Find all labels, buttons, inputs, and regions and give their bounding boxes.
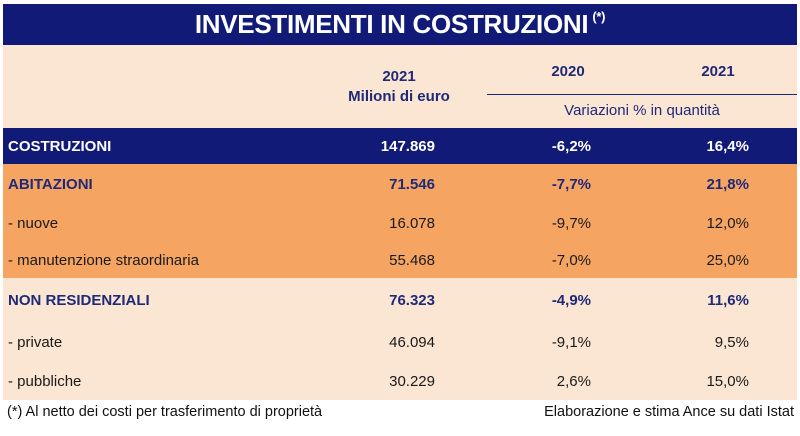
table-header: 2021 Milioni di euro 2020 2021 Variazion… <box>3 45 797 128</box>
value-2021: 46.094 <box>389 333 435 351</box>
var-2021: 25,0% <box>706 251 749 269</box>
title-footnote-marker: (*) <box>592 9 606 24</box>
row-label: - nuove <box>8 214 59 232</box>
row-label: - manutenzione straordinaria <box>8 251 199 269</box>
value-2021: 55.468 <box>389 251 435 269</box>
var-2021: 11,6% <box>707 291 749 309</box>
table-row: ABITAZIONI 71.546 -7,7% 21,8% <box>3 164 797 204</box>
table-row: - manutenzione straordinaria 55.468 -7,0… <box>3 242 797 278</box>
table-row: - private 46.094 -9,1% 9,5% <box>3 322 797 362</box>
source-note: Elaborazione e stima Ance su dati Istat <box>544 404 794 420</box>
var-2020: 2,6% <box>556 372 591 390</box>
row-label: COSTRUZIONI <box>8 137 112 155</box>
variations-label: Variazioni % in quantità <box>564 102 720 119</box>
var-2021: 21,8% <box>706 175 749 193</box>
col-2021-value-header: 2021 Milioni di euro <box>319 67 479 107</box>
var-2020: -7,7% <box>551 175 591 193</box>
table-title: INVESTIMENTI IN COSTRUZIONI (*) <box>3 4 797 45</box>
title-text: INVESTIMENTI IN COSTRUZIONI <box>194 9 589 39</box>
header-divider <box>487 94 797 95</box>
var-2020: -7,0% <box>551 251 591 269</box>
table-row: - pubbliche 30.229 2,6% 15,0% <box>3 362 797 400</box>
var-2020: -4,9% <box>551 291 591 309</box>
value-2021: 147.869 <box>380 137 435 155</box>
table-row: - nuove 16.078 -9,7% 12,0% <box>3 204 797 242</box>
row-label: - private <box>8 333 63 351</box>
var-2021: 15,0% <box>706 372 749 390</box>
value-2021: 71.546 <box>389 175 435 193</box>
footnote: (*) Al netto dei costi per trasferimento… <box>7 404 323 420</box>
col-2021-var-header: 2021 <box>701 63 735 80</box>
value-2021: 16.078 <box>389 214 435 232</box>
row-label: - pubbliche <box>8 372 82 390</box>
value-2021: 30.229 <box>389 372 435 390</box>
var-2020: -6,2% <box>551 137 591 155</box>
col-2020-header: 2020 <box>551 63 585 80</box>
var-2021: 12,0% <box>706 214 749 232</box>
value-2021: 76.323 <box>389 291 435 309</box>
row-label: ABITAZIONI <box>8 175 93 193</box>
var-2020: -9,1% <box>551 333 591 351</box>
row-label: NON RESIDENZIALI <box>8 291 150 309</box>
col-2021-unit: Milioni di euro <box>348 88 450 105</box>
var-2020: -9,7% <box>551 214 591 232</box>
var-2021: 16,4% <box>706 137 749 155</box>
table-row: COSTRUZIONI 147.869 -6,2% 16,4% <box>3 128 797 164</box>
col-2021-year: 2021 <box>382 68 416 85</box>
var-2021: 9,5% <box>714 333 749 351</box>
table-row: NON RESIDENZIALI 76.323 -4,9% 11,6% <box>3 278 797 322</box>
